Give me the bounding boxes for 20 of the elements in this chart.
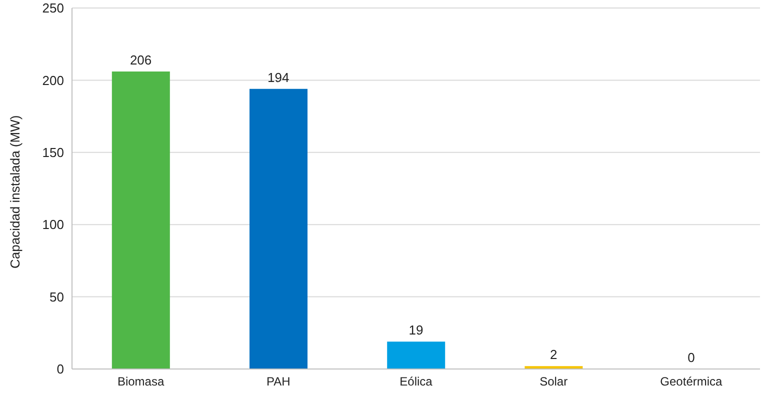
x-tick-label: Biomasa bbox=[117, 374, 164, 389]
y-tick-label: 100 bbox=[42, 217, 64, 232]
x-tick-label: Geotérmica bbox=[660, 374, 723, 389]
y-tick-label: 250 bbox=[42, 0, 64, 16]
x-tick-label: Solar bbox=[540, 374, 568, 389]
data-label: 2 bbox=[550, 347, 558, 362]
data-label: 19 bbox=[408, 322, 424, 338]
x-tick-label: Eólica bbox=[400, 374, 433, 389]
bar bbox=[112, 72, 170, 369]
bar bbox=[250, 88, 308, 369]
y-tick-label: 150 bbox=[42, 145, 64, 160]
data-label: 0 bbox=[688, 350, 695, 365]
data-label: 194 bbox=[268, 70, 290, 85]
y-tick-label: 50 bbox=[50, 289, 64, 304]
y-tick-label: 0 bbox=[56, 362, 64, 377]
data-label: 206 bbox=[130, 52, 152, 68]
bar bbox=[387, 342, 446, 369]
y-axis-title: Capacidad instalada (MW) bbox=[8, 115, 23, 268]
x-tick-label: PAH bbox=[266, 374, 290, 389]
y-tick-label: 200 bbox=[42, 72, 64, 88]
